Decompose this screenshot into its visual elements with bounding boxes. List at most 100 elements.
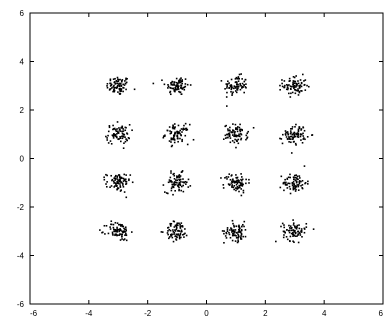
scatter-point: [181, 131, 183, 133]
scatter-point: [303, 137, 305, 139]
scatter-point: [125, 78, 127, 81]
scatter-point: [172, 193, 174, 196]
scatter-point: [226, 91, 228, 94]
scatter-point: [118, 128, 121, 131]
scatter-point: [114, 129, 117, 131]
scatter-point: [235, 134, 238, 137]
scatter-point: [228, 82, 230, 84]
x-tick-label: -4: [85, 309, 93, 318]
scatter-point: [243, 220, 246, 223]
scatter-point: [174, 86, 177, 89]
scatter-point: [295, 82, 298, 85]
scatter-point: [180, 134, 183, 137]
scatter-point: [172, 125, 174, 128]
scatter-point: [289, 138, 291, 141]
scatter-point: [293, 84, 295, 87]
scatter-point: [125, 196, 128, 199]
scatter-point: [292, 188, 295, 191]
scatter-point: [118, 234, 121, 236]
scatter-point: [122, 135, 125, 138]
scatter-point: [232, 123, 234, 125]
scatter-point: [116, 229, 119, 231]
scatter-point: [242, 235, 244, 238]
scatter-point: [293, 231, 296, 233]
scatter-point: [244, 235, 247, 238]
scatter-point: [287, 133, 290, 136]
scatter-point: [237, 77, 240, 80]
scatter-point: [170, 138, 173, 141]
scatter-point: [167, 230, 169, 232]
scatter-point: [282, 133, 284, 136]
scatter-point: [169, 130, 171, 132]
scatter-point: [178, 174, 181, 176]
scatter-point: [297, 184, 300, 186]
scatter-point: [232, 129, 235, 132]
scatter-point: [238, 133, 240, 136]
scatter-point: [288, 136, 290, 138]
scatter-point: [306, 84, 308, 87]
scatter-point: [170, 82, 172, 84]
scatter-point: [296, 177, 298, 179]
scatter-point: [235, 91, 238, 94]
scatter-point: [107, 142, 110, 144]
scatter-point: [180, 128, 183, 130]
scatter-point: [232, 180, 234, 182]
scatter-point: [128, 179, 130, 182]
scatter-point: [113, 228, 115, 231]
scatter-point: [109, 79, 112, 82]
scatter-point: [239, 227, 241, 230]
scatter-point: [184, 180, 187, 183]
scatter-point: [117, 132, 120, 134]
scatter-point: [234, 131, 236, 133]
scatter-point: [121, 238, 123, 240]
scatter-point: [114, 135, 117, 137]
scatter-point: [238, 224, 240, 227]
scatter-point: [227, 176, 230, 178]
scatter-point: [285, 136, 288, 138]
scatter-point: [166, 129, 169, 132]
scatter-point: [240, 188, 243, 190]
scatter-point: [179, 132, 181, 135]
scatter-point: [241, 185, 244, 187]
scatter-point: [294, 135, 297, 138]
scatter-point: [289, 225, 292, 227]
scatter-point: [121, 177, 123, 179]
scatter-point: [116, 188, 119, 190]
scatter-point: [300, 81, 303, 84]
scatter-point: [119, 137, 122, 140]
scatter-point: [227, 183, 230, 185]
scatter-point: [292, 233, 294, 236]
scatter-point: [174, 181, 177, 184]
scatter-point: [125, 234, 128, 237]
scatter-point: [110, 87, 113, 89]
scatter-point: [247, 130, 250, 133]
scatter-point: [119, 175, 121, 178]
scatter-point: [118, 127, 120, 129]
scatter-point: [289, 176, 291, 179]
scatter-point: [245, 178, 247, 181]
scatter-point: [240, 133, 242, 135]
scatter-point: [124, 140, 127, 143]
scatter-point: [290, 232, 293, 235]
scatter-point: [105, 135, 107, 138]
scatter-point: [305, 226, 308, 228]
scatter-point: [231, 134, 234, 136]
scatter-point: [111, 231, 114, 234]
scatter-point: [123, 173, 126, 176]
scatter-point: [231, 234, 234, 237]
scatter-point: [175, 225, 177, 227]
scatter-point: [178, 176, 181, 178]
scatter-point: [300, 184, 302, 187]
scatter-point: [297, 241, 300, 244]
scatter-point: [121, 132, 124, 135]
scatter-point: [287, 229, 290, 232]
scatter-point: [161, 231, 164, 233]
scatter-point: [283, 181, 286, 184]
scatter-point: [294, 126, 296, 128]
scatter-point: [306, 136, 309, 138]
scatter-point: [298, 181, 301, 183]
scatter-point: [172, 230, 175, 233]
scatter-point: [300, 133, 303, 136]
scatter-point: [121, 137, 124, 140]
